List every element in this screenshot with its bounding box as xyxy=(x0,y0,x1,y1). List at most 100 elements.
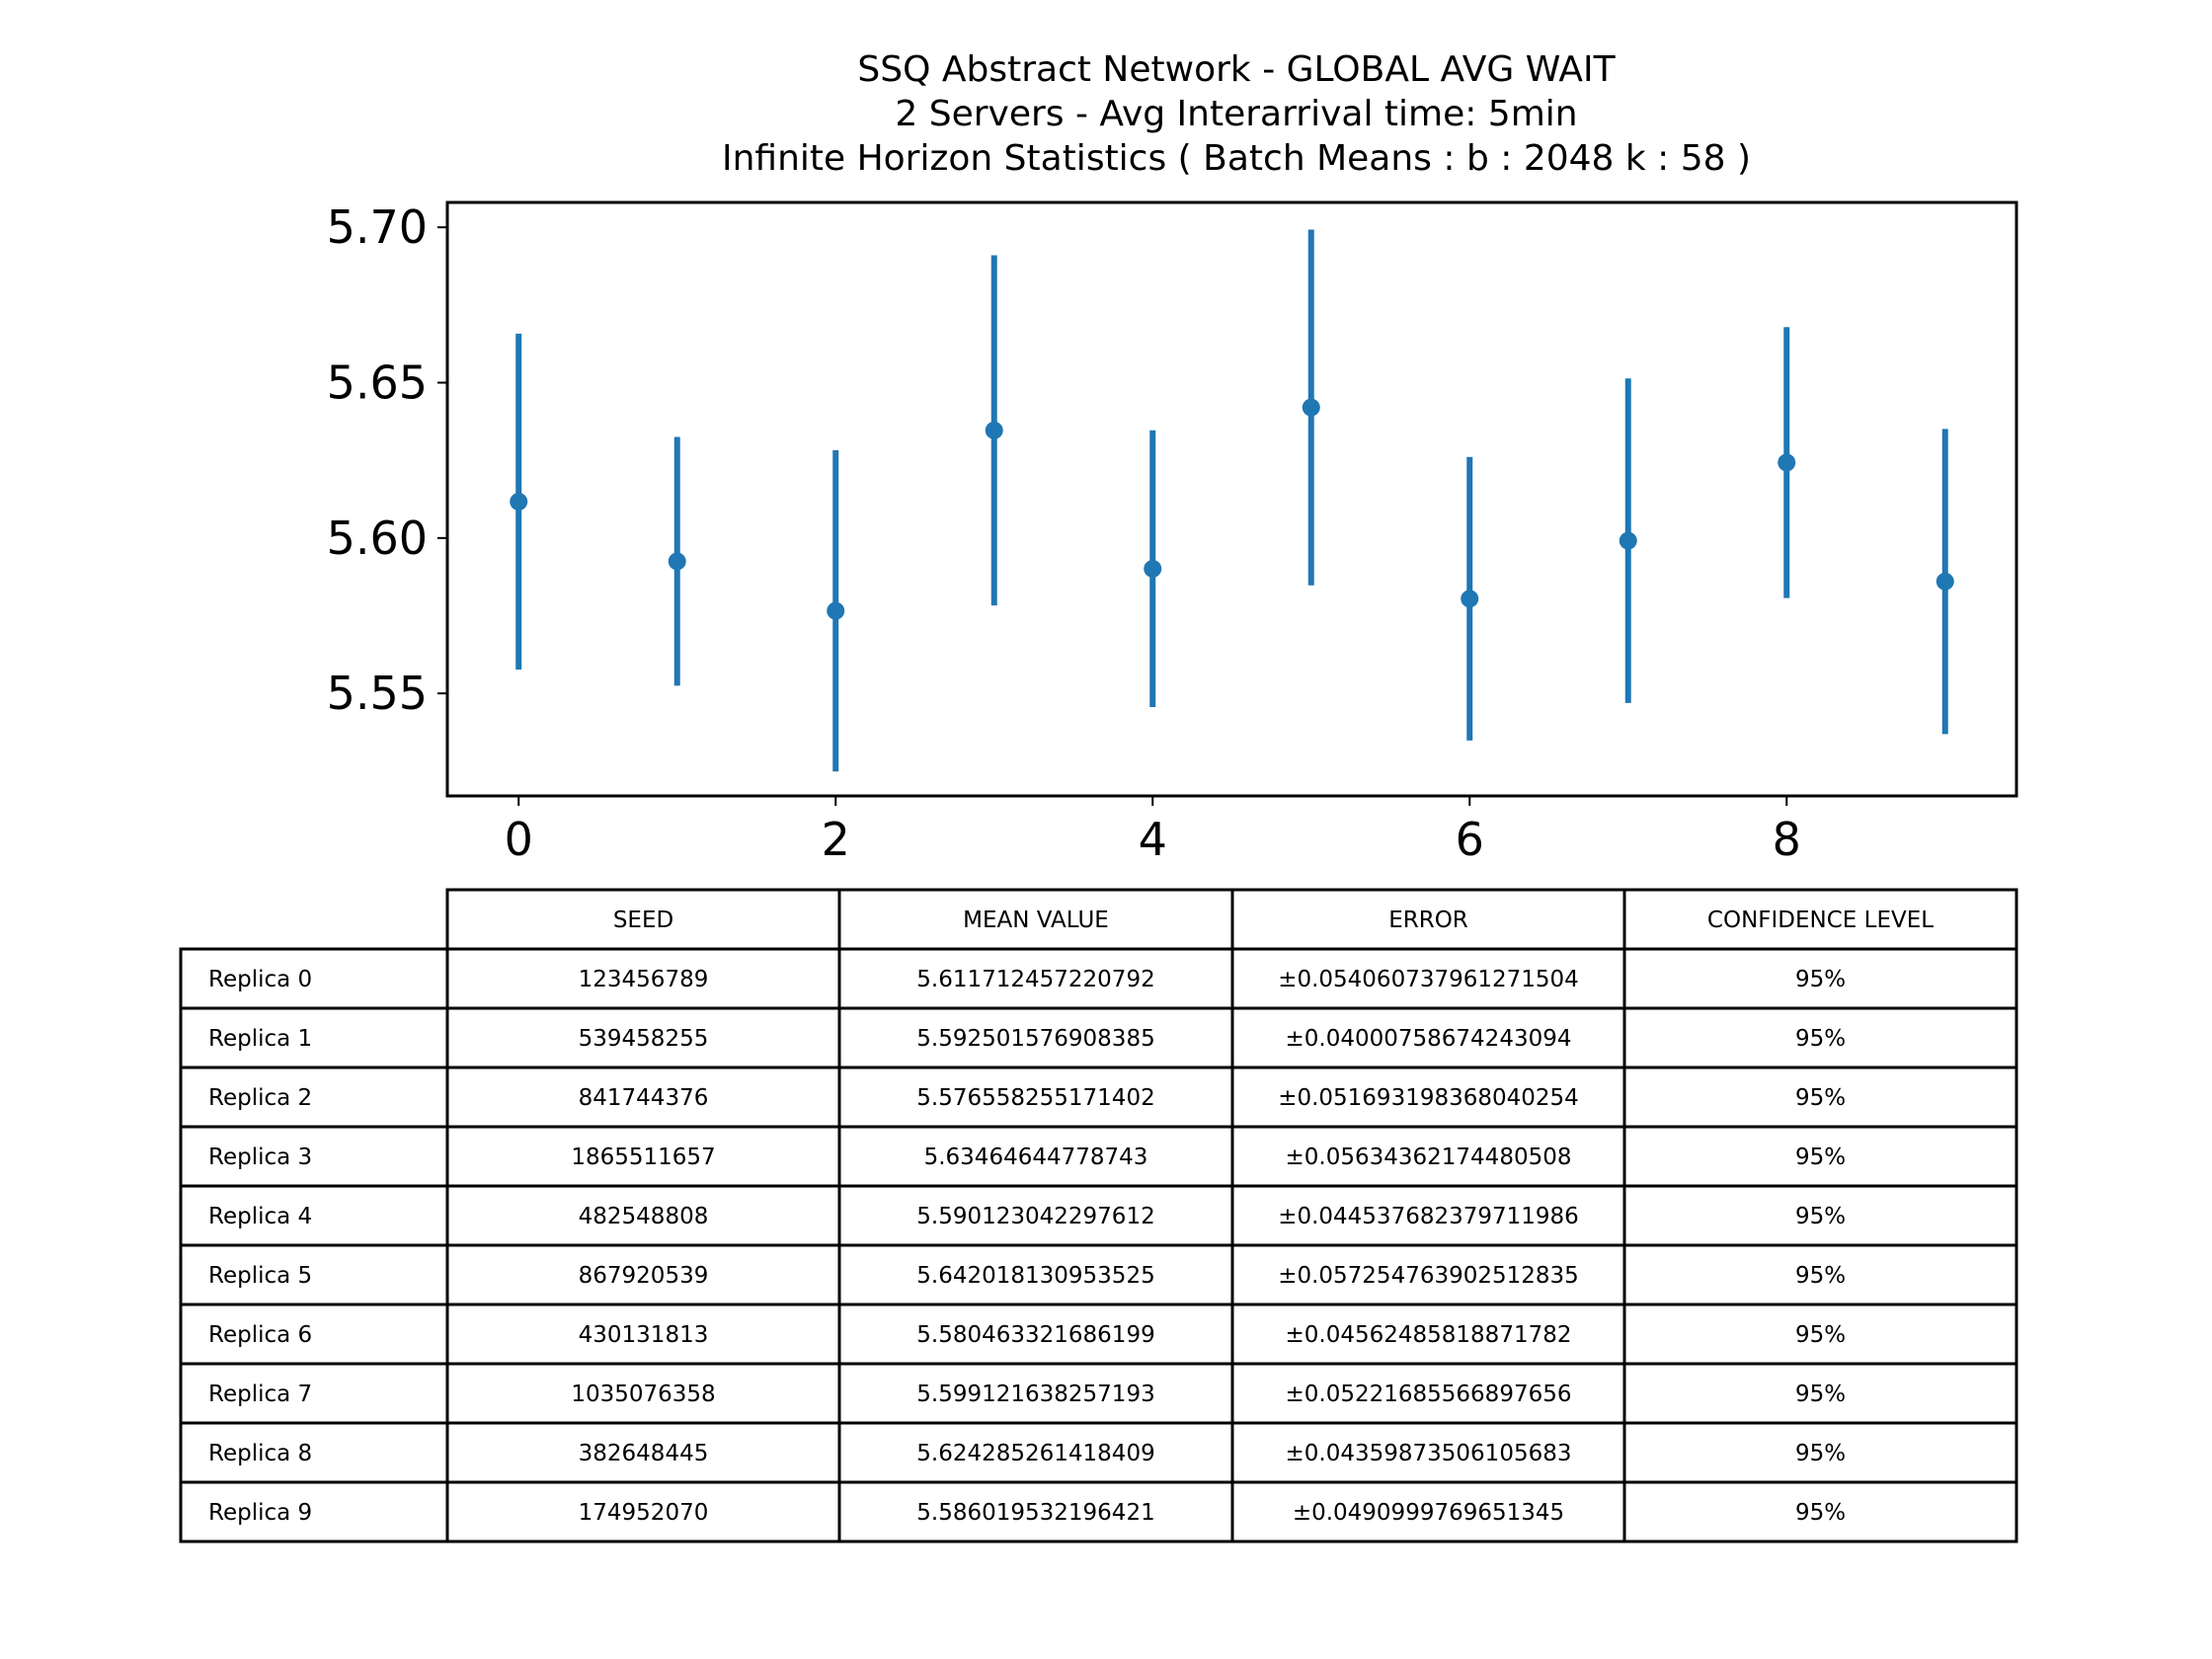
table-cell-value: 5.586019532196421 xyxy=(916,1500,1154,1526)
table-row-label: Replica 5 xyxy=(208,1263,312,1289)
table-cell-value: 5.576558255171402 xyxy=(916,1085,1154,1111)
table-row-label-cell xyxy=(179,947,449,1010)
data-point xyxy=(1778,453,1796,472)
table-cell xyxy=(1622,1184,2018,1247)
table-cell-value: 430131813 xyxy=(579,1322,709,1348)
table-cell-value: 5.590123042297612 xyxy=(916,1204,1154,1229)
table-cell-value: ±0.04359873506105683 xyxy=(1286,1441,1572,1466)
table-cell-value: ±0.04000758674243094 xyxy=(1286,1026,1572,1052)
table-cell xyxy=(837,947,1234,1010)
table-row-label: Replica 0 xyxy=(208,967,312,992)
table-header-label: SEED xyxy=(613,908,673,933)
table-cell-value: 174952070 xyxy=(579,1500,709,1526)
y-tick-label: 5.70 xyxy=(327,200,428,254)
data-point xyxy=(827,601,845,620)
table-cell xyxy=(445,1480,841,1543)
table-cell-value: 539458255 xyxy=(579,1026,709,1052)
table-cell-value: 5.642018130953525 xyxy=(916,1263,1154,1289)
table-cell-value: ±0.05634362174480508 xyxy=(1286,1145,1572,1170)
table-row-label: Replica 4 xyxy=(208,1204,312,1229)
table-cell-value: 95% xyxy=(1795,1382,1846,1407)
table-row-label-cell xyxy=(179,1125,449,1188)
table-cell-value: ±0.044537682379711986 xyxy=(1278,1204,1579,1229)
x-tick-label: 0 xyxy=(505,813,533,866)
table-cell-value: 5.624285261418409 xyxy=(916,1441,1154,1466)
table-cell-value: 95% xyxy=(1795,1204,1846,1229)
data-point xyxy=(1461,590,1479,608)
table-cell xyxy=(837,1480,1234,1543)
x-tick-label: 8 xyxy=(1773,813,1801,866)
table-cell-value: 95% xyxy=(1795,1026,1846,1052)
table-cell xyxy=(1622,1243,2018,1306)
table-cell-value: 95% xyxy=(1795,1441,1846,1466)
chart-title-line-1: SSQ Abstract Network - GLOBAL AVG WAIT xyxy=(857,49,1616,90)
data-point xyxy=(668,552,686,571)
table-header-cell xyxy=(1230,888,1626,951)
table-cell xyxy=(837,1184,1234,1247)
table-cell-value: 5.580463321686199 xyxy=(916,1322,1154,1348)
table-cell xyxy=(1622,1303,2018,1366)
table-cell-value: 5.599121638257193 xyxy=(916,1382,1154,1407)
table-cell xyxy=(445,1006,841,1069)
data-point xyxy=(1936,572,1954,591)
table-cell-value: 5.592501576908385 xyxy=(916,1026,1154,1052)
table-row-label: Replica 2 xyxy=(208,1085,312,1111)
table-cell-value: 95% xyxy=(1795,1322,1846,1348)
data-point xyxy=(985,421,1003,439)
table-row-label-cell xyxy=(179,1303,449,1366)
y-tick-label: 5.60 xyxy=(327,512,428,565)
table-row-label-cell xyxy=(179,1066,449,1129)
data-point xyxy=(1302,398,1320,417)
table-cell-value: ±0.051693198368040254 xyxy=(1278,1085,1579,1111)
table-cell xyxy=(1622,1006,2018,1069)
table-row-label-cell xyxy=(179,1243,449,1306)
plot-frame xyxy=(445,200,2018,798)
table-cell xyxy=(1230,1303,1626,1366)
table-cell xyxy=(1622,1362,2018,1425)
table-cell-value: 95% xyxy=(1795,1500,1846,1526)
table-cell-value: 1035076358 xyxy=(571,1382,715,1407)
table-cell xyxy=(1622,1480,2018,1543)
table-header-label: ERROR xyxy=(1388,908,1468,933)
table-cell xyxy=(837,1303,1234,1366)
table-header-cell xyxy=(837,888,1234,951)
table-header-label: CONFIDENCE LEVEL xyxy=(1707,908,1934,933)
y-tick-label: 5.55 xyxy=(327,667,428,720)
table-cell xyxy=(837,1362,1234,1425)
table-row-label: Replica 7 xyxy=(208,1382,312,1407)
table-cell xyxy=(445,1421,841,1484)
table-cell-value: 95% xyxy=(1795,1263,1846,1289)
table-row-label: Replica 6 xyxy=(208,1322,312,1348)
table-header-label: MEAN VALUE xyxy=(963,908,1109,933)
data-point xyxy=(510,492,528,511)
table-header-cell xyxy=(1622,888,2018,951)
x-tick-label: 4 xyxy=(1139,813,1167,866)
table-cell-value: 123456789 xyxy=(579,967,709,992)
table-row-label: Replica 3 xyxy=(208,1145,312,1170)
chart-title-line-3: Infinite Horizon Statistics ( Batch Mean… xyxy=(722,138,1751,179)
table-cell-value: ±0.05221685566897656 xyxy=(1286,1382,1572,1407)
table-cell xyxy=(837,1421,1234,1484)
table-cell-value: 382648445 xyxy=(579,1441,709,1466)
table-row-label: Replica 9 xyxy=(208,1500,312,1526)
table-cell xyxy=(445,1125,841,1188)
table-cell-value: 95% xyxy=(1795,1085,1846,1111)
table-row-label-cell xyxy=(179,1184,449,1247)
table-cell xyxy=(1622,1421,2018,1484)
table-cell-value: ±0.0490999769651345 xyxy=(1293,1500,1564,1526)
table-cell xyxy=(1230,1243,1626,1306)
chart-title: SSQ Abstract Network - GLOBAL AVG WAIT 2… xyxy=(722,49,1751,179)
table-cell xyxy=(1622,947,2018,1010)
data-point xyxy=(1144,559,1162,578)
table-cell-value: 5.611712457220792 xyxy=(916,967,1154,992)
table-row-label: Replica 1 xyxy=(208,1026,312,1052)
results-table: SEED MEAN VALUE ERROR CONFIDENCE LEVEL Repli… xyxy=(179,888,2018,1543)
table-cell-value: 95% xyxy=(1795,1145,1846,1170)
table-row-label: Replica 8 xyxy=(208,1441,312,1466)
table-cell xyxy=(1230,1125,1626,1188)
x-tick-label: 2 xyxy=(822,813,850,866)
table-cell-value: ±0.054060737961271504 xyxy=(1278,967,1579,992)
x-tick-label: 6 xyxy=(1456,813,1484,866)
table-cell xyxy=(1230,1184,1626,1247)
